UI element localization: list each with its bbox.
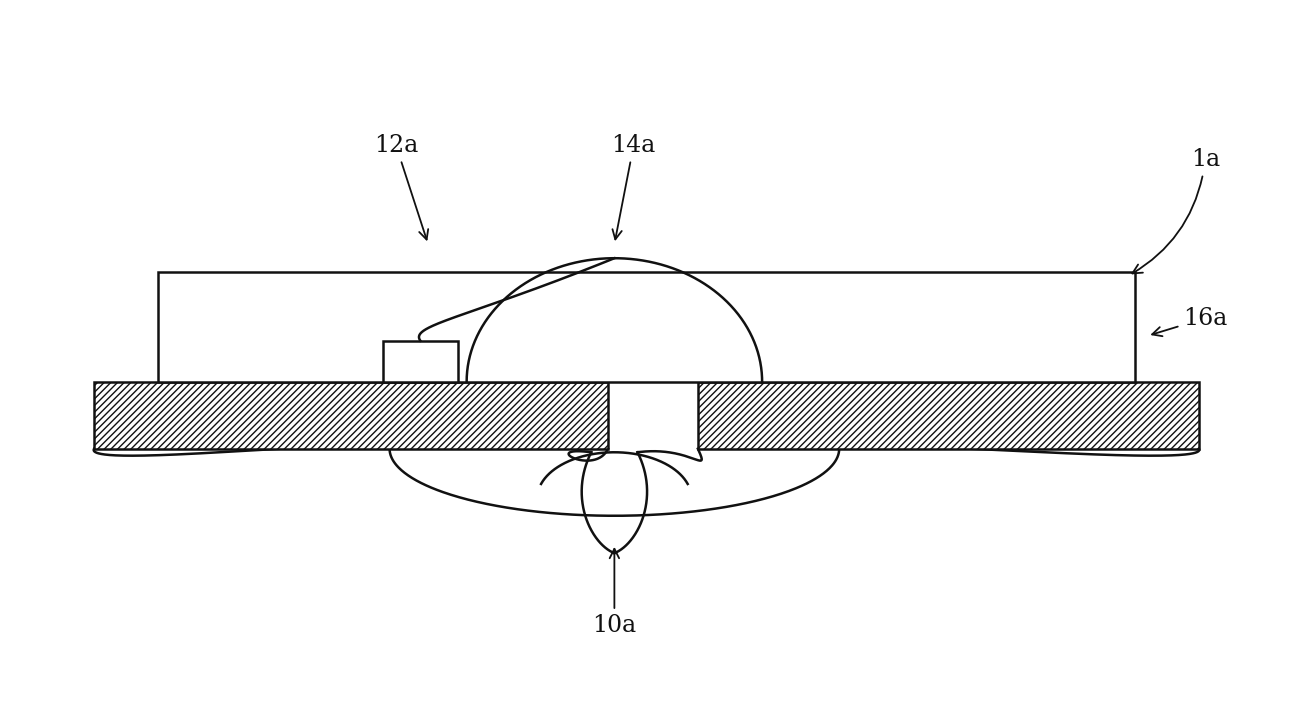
Bar xyxy=(698,382,1199,448)
Text: 1a: 1a xyxy=(1133,148,1219,273)
Text: 12a: 12a xyxy=(374,134,428,239)
Bar xyxy=(94,382,608,448)
Bar xyxy=(383,341,458,382)
Text: 14a: 14a xyxy=(612,134,656,239)
Bar xyxy=(158,272,1135,382)
Text: 10a: 10a xyxy=(592,549,636,637)
Text: 16a: 16a xyxy=(1152,307,1227,336)
